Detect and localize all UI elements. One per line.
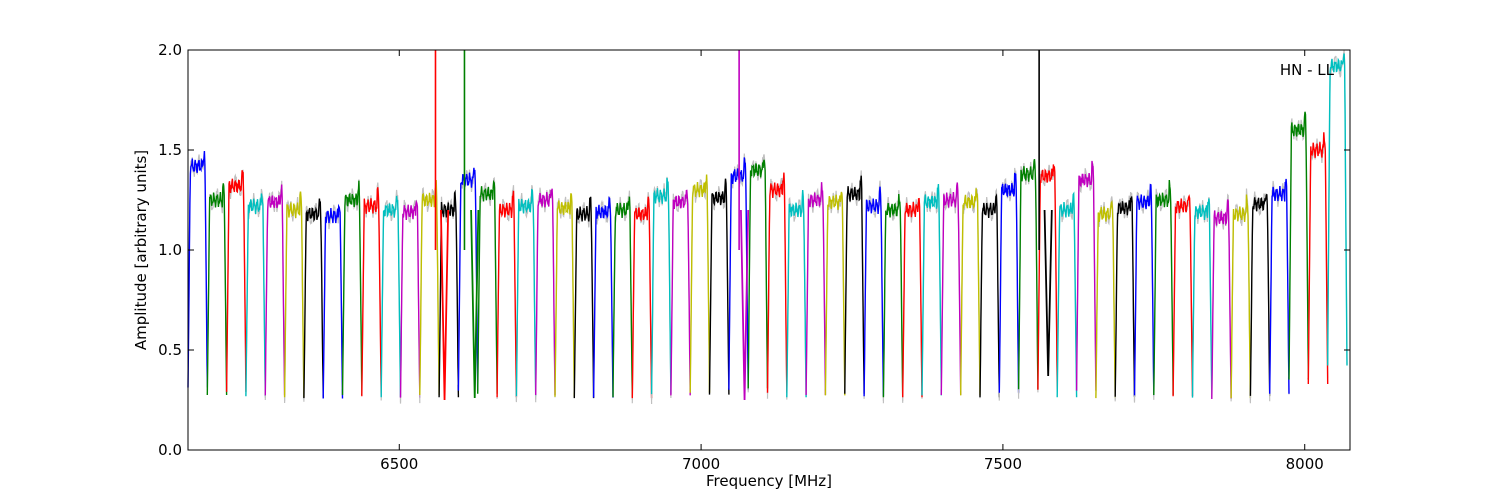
channel-trace (631, 196, 653, 399)
tick-layer: 6500 7000 7500 8000 0.0 0.5 1.0 1.5 2.0 (158, 41, 1350, 473)
background-trace (245, 188, 266, 399)
channel-trace (882, 193, 904, 398)
y-axis-label: Amplitude [arbitrary units] (132, 150, 150, 350)
channel-trace (477, 179, 498, 394)
channel-trace (457, 167, 479, 391)
annotation-label: HN - LL (1280, 61, 1335, 79)
channel-trace (1211, 199, 1232, 400)
channel-trace (1095, 199, 1116, 399)
channel-trace (921, 183, 942, 396)
channel-trace (245, 193, 266, 397)
x-tick-label: 8000 (1286, 455, 1324, 473)
channel-trace (206, 183, 228, 396)
channel-trace (1307, 132, 1329, 385)
series-layer (187, 49, 1348, 405)
channel-trace (805, 182, 827, 396)
channel-trace (225, 170, 247, 392)
channel-trace (283, 191, 305, 398)
channel-trace (1075, 160, 1097, 391)
channel-trace (766, 172, 788, 393)
y-tick-label: 0.0 (158, 441, 182, 459)
channel-trace (902, 197, 923, 398)
channel-trace (844, 175, 865, 394)
channel-trace (1191, 198, 1213, 398)
dip-mark (440, 209, 450, 401)
channel-trace (554, 193, 575, 397)
channel-trace (708, 178, 730, 395)
channel-trace (341, 180, 363, 396)
background-trace (1211, 193, 1232, 400)
channel-trace (979, 193, 1000, 398)
channel-trace (940, 182, 962, 396)
channel-trace (998, 172, 1020, 393)
channel-trace (650, 177, 672, 395)
channel-trace (689, 174, 711, 393)
channel-trace (786, 189, 807, 398)
channel-trace (1037, 164, 1058, 390)
channel-trace (1114, 196, 1136, 397)
y-tick-label: 0.5 (158, 341, 182, 359)
channel-trace (1153, 179, 1174, 396)
channel-trace (496, 190, 518, 398)
channel-trace (612, 196, 633, 398)
dip-mark (470, 209, 480, 399)
channel-trace (535, 188, 556, 396)
channel-trace (1230, 194, 1252, 399)
channel-trace (863, 186, 885, 397)
x-tick-label: 6500 (380, 455, 418, 473)
channel-trace (1172, 194, 1194, 397)
channel-trace (1056, 191, 1078, 398)
background-trace (747, 154, 769, 394)
channel-trace (264, 184, 286, 396)
channel-trace (1133, 183, 1155, 396)
x-axis-label: Frequency [MHz] (706, 472, 832, 490)
channel-trace (1269, 178, 1290, 394)
channel-trace (1017, 159, 1039, 390)
y-tick-label: 1.0 (158, 241, 182, 259)
channel-trace (361, 187, 382, 397)
channel-trace (824, 191, 846, 396)
channel-trace (1288, 111, 1309, 380)
channel-trace (670, 189, 691, 396)
x-tick-label: 7500 (984, 455, 1022, 473)
background-trace (998, 167, 1020, 399)
y-tick-label: 2.0 (158, 41, 182, 59)
channel-trace (592, 196, 614, 398)
background-trace (1327, 49, 1348, 365)
channel-trace (187, 150, 208, 388)
channel-trace (573, 196, 595, 399)
x-tick-label: 7000 (682, 455, 720, 473)
channel-trace (399, 199, 421, 398)
dip-mark (740, 209, 750, 401)
channel-trace (515, 188, 537, 397)
channel-trace (380, 195, 402, 398)
channel-trace (960, 188, 981, 396)
dip-mark (1043, 209, 1053, 377)
channel-trace (747, 159, 769, 389)
y-tick-label: 1.5 (158, 141, 182, 159)
channel-trace (322, 203, 344, 399)
channel-trace (303, 198, 324, 399)
channel-trace (1327, 53, 1348, 366)
channel-trace (1249, 194, 1271, 396)
